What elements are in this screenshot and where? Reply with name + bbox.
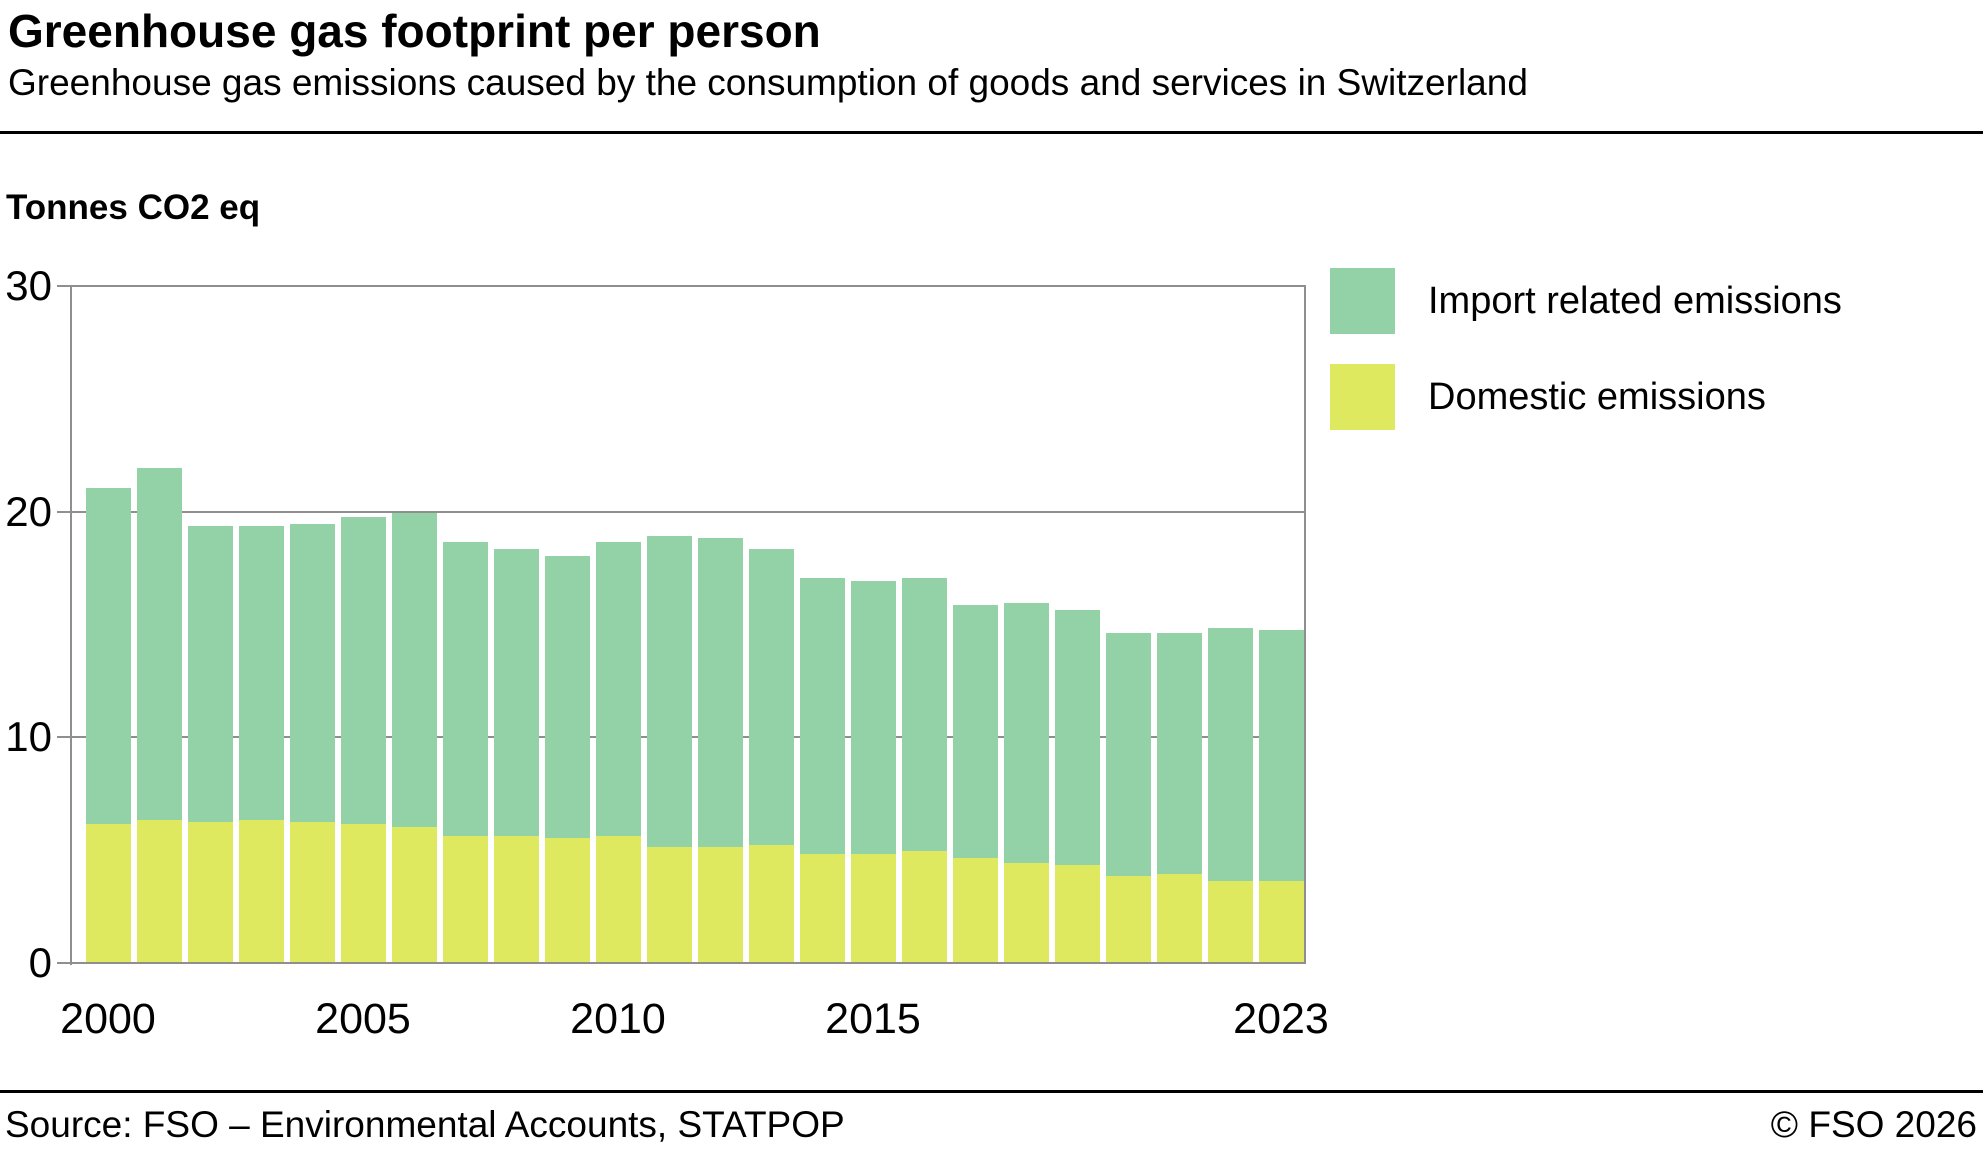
bar-2008-domestic-segment bbox=[493, 835, 539, 962]
bar-2006-domestic-segment bbox=[391, 826, 437, 962]
bar-2002-domestic-segment bbox=[187, 822, 233, 962]
bar-2018-import-segment bbox=[1003, 603, 1049, 863]
bar-2007 bbox=[442, 542, 488, 962]
x-tick-label-2005: 2005 bbox=[315, 995, 411, 1043]
header-divider bbox=[0, 131, 1983, 134]
bar-2013 bbox=[748, 549, 794, 962]
bar-2016-import-segment bbox=[901, 578, 947, 852]
bar-2003-import-segment bbox=[238, 526, 284, 820]
y-tick-label-30: 30 bbox=[5, 262, 52, 309]
bar-2018-domestic-segment bbox=[1003, 862, 1049, 962]
chart-plot-area bbox=[57, 285, 1306, 965]
bar-2022-domestic-segment bbox=[1207, 880, 1253, 962]
bar-2003 bbox=[238, 526, 284, 962]
bar-2017-domestic-segment bbox=[952, 858, 998, 962]
bar-2009 bbox=[544, 555, 590, 962]
bar-2022-import-segment bbox=[1207, 628, 1253, 881]
bar-2010-domestic-segment bbox=[595, 835, 641, 962]
bar-2000 bbox=[85, 488, 131, 962]
bar-2021 bbox=[1156, 632, 1202, 962]
bar-2009-import-segment bbox=[544, 555, 590, 838]
bar-2000-import-segment bbox=[85, 488, 131, 825]
bar-2020 bbox=[1105, 632, 1151, 962]
y-axis-line bbox=[70, 286, 72, 965]
bar-2002 bbox=[187, 526, 233, 962]
y-tick-label-0: 0 bbox=[28, 939, 52, 986]
bar-2014-domestic-segment bbox=[799, 853, 845, 962]
bar-2018 bbox=[1003, 603, 1049, 962]
x-tick-label-2023: 2023 bbox=[1233, 995, 1329, 1043]
bar-2023 bbox=[1258, 630, 1304, 962]
bar-2000-domestic-segment bbox=[85, 824, 131, 962]
bar-2008 bbox=[493, 549, 539, 962]
legend-swatch-domestic bbox=[1330, 364, 1395, 430]
x-tick-label-2000: 2000 bbox=[60, 995, 156, 1043]
bar-2021-import-segment bbox=[1156, 632, 1202, 874]
bar-2012 bbox=[697, 537, 743, 962]
bar-2007-domestic-segment bbox=[442, 835, 488, 962]
bar-2020-domestic-segment bbox=[1105, 876, 1151, 962]
bar-2021-domestic-segment bbox=[1156, 874, 1202, 962]
bar-2002-import-segment bbox=[187, 526, 233, 823]
bar-2013-import-segment bbox=[748, 549, 794, 845]
bar-2014 bbox=[799, 578, 845, 962]
bar-2005-domestic-segment bbox=[340, 824, 386, 962]
bar-2005 bbox=[340, 517, 386, 962]
gridline-30 bbox=[57, 285, 1306, 287]
plot-right-border bbox=[1304, 286, 1306, 963]
page-title: Greenhouse gas footprint per person bbox=[8, 5, 821, 57]
bar-2009-domestic-segment bbox=[544, 837, 590, 962]
bar-2012-domestic-segment bbox=[697, 846, 743, 962]
gridline-20 bbox=[57, 510, 1306, 513]
footer-source: Source: FSO – Environmental Accounts, ST… bbox=[5, 1104, 845, 1145]
footer-copyright: © FSO 2026 bbox=[1770, 1104, 1977, 1145]
bar-2006-import-segment bbox=[391, 512, 437, 827]
bar-2004 bbox=[289, 524, 335, 962]
bar-2012-import-segment bbox=[697, 537, 743, 847]
x-axis-line bbox=[57, 962, 1306, 964]
bar-2011-domestic-segment bbox=[646, 846, 692, 962]
y-axis-unit-label: Tonnes CO2 eq bbox=[6, 188, 261, 227]
bar-2005-import-segment bbox=[340, 517, 386, 825]
bar-2020-import-segment bbox=[1105, 632, 1151, 877]
bar-2023-import-segment bbox=[1258, 630, 1304, 881]
bar-2001-domestic-segment bbox=[136, 819, 182, 962]
bar-2011 bbox=[646, 535, 692, 962]
bar-2001-import-segment bbox=[136, 467, 182, 820]
bar-2023-domestic-segment bbox=[1258, 880, 1304, 962]
bar-2016-domestic-segment bbox=[901, 851, 947, 962]
bar-2016 bbox=[901, 578, 947, 962]
bar-2001 bbox=[136, 467, 182, 962]
x-tick-label-2015: 2015 bbox=[825, 995, 921, 1043]
y-tick-label-20: 20 bbox=[5, 487, 52, 535]
bar-2004-domestic-segment bbox=[289, 822, 335, 962]
legend-swatch-import bbox=[1330, 268, 1395, 334]
legend-label-import: Import related emissions bbox=[1428, 280, 1842, 322]
bar-2010 bbox=[595, 542, 641, 962]
bar-2003-domestic-segment bbox=[238, 819, 284, 962]
bar-2019-import-segment bbox=[1054, 609, 1100, 865]
bar-2013-domestic-segment bbox=[748, 844, 794, 962]
footer-divider bbox=[0, 1090, 1983, 1093]
bar-2007-import-segment bbox=[442, 542, 488, 836]
bar-2019-domestic-segment bbox=[1054, 864, 1100, 962]
legend-label-domestic: Domestic emissions bbox=[1428, 376, 1766, 418]
bar-2017-import-segment bbox=[952, 605, 998, 859]
bar-2017 bbox=[952, 605, 998, 962]
bar-2015-domestic-segment bbox=[850, 853, 896, 962]
bar-2015-import-segment bbox=[850, 580, 896, 854]
bar-2010-import-segment bbox=[595, 542, 641, 836]
bar-2022 bbox=[1207, 628, 1253, 962]
bar-2011-import-segment bbox=[646, 535, 692, 847]
bar-2004-import-segment bbox=[289, 524, 335, 823]
bar-2019 bbox=[1054, 609, 1100, 962]
bar-2008-import-segment bbox=[493, 549, 539, 836]
bar-2014-import-segment bbox=[799, 578, 845, 854]
bar-2015 bbox=[850, 580, 896, 962]
y-tick-label-10: 10 bbox=[5, 713, 52, 761]
bar-2006 bbox=[391, 512, 437, 962]
page-subtitle: Greenhouse gas emissions caused by the c… bbox=[8, 62, 1528, 103]
x-tick-label-2010: 2010 bbox=[570, 995, 666, 1043]
